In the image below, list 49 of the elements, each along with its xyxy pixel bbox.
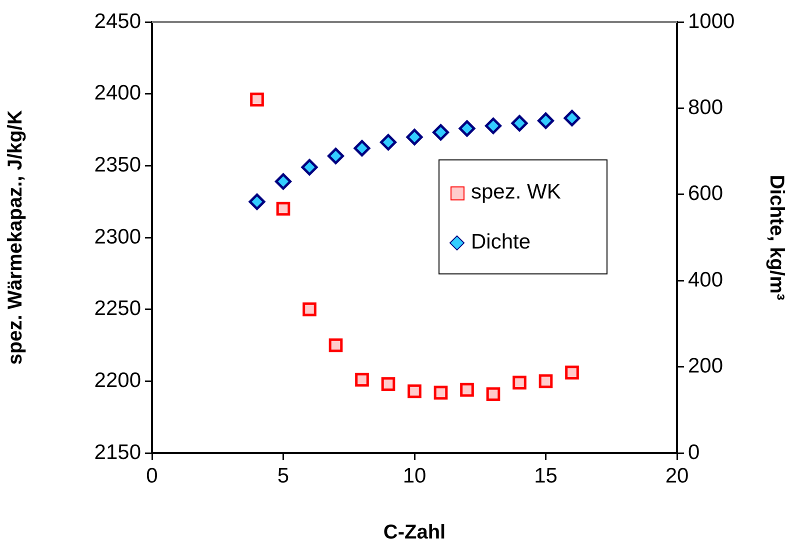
point — [354, 140, 370, 157]
x-tick-label: 5 — [277, 464, 290, 488]
point — [512, 376, 526, 390]
point — [248, 193, 266, 210]
x-tick-label: 0 — [146, 464, 158, 488]
point — [565, 366, 579, 380]
point — [434, 386, 448, 400]
legend-label: Dichte — [471, 230, 531, 254]
point — [250, 92, 264, 106]
y2-tick-label: 800 — [688, 96, 724, 119]
point — [276, 202, 290, 216]
y-tick-label: 2350 — [94, 153, 141, 176]
point — [458, 120, 476, 137]
y2-tick-label: 400 — [688, 268, 724, 292]
point — [275, 173, 292, 190]
y-tick-label: 2150 — [94, 440, 141, 464]
y-tick-label: 2400 — [94, 82, 141, 105]
point — [486, 387, 500, 402]
y2-tick-label: 600 — [688, 182, 724, 206]
legend-label: spez. WK — [471, 180, 561, 204]
x-tick-label: 20 — [665, 464, 689, 488]
point — [511, 115, 528, 132]
point — [301, 158, 318, 176]
point — [380, 134, 396, 150]
y-tick-label: 2250 — [94, 297, 141, 320]
y-tick-label: 2300 — [94, 225, 141, 248]
point — [328, 338, 343, 352]
point — [381, 377, 396, 391]
y2-tick-label: 0 — [688, 440, 700, 464]
x-tick-label: 10 — [402, 464, 426, 488]
point — [538, 112, 554, 129]
point — [328, 148, 344, 164]
y-tick-label: 2200 — [94, 368, 141, 392]
x-axis-title: C-Zahl — [383, 522, 446, 544]
point — [485, 118, 502, 134]
point — [302, 302, 316, 316]
point — [538, 374, 553, 388]
point — [406, 128, 423, 146]
y2-tick-label: 1000 — [688, 10, 735, 33]
point — [564, 110, 580, 126]
y2-tick-label: 200 — [688, 354, 724, 378]
point — [460, 382, 474, 397]
y2-axis-title: Dichte, kg/m³ — [765, 174, 788, 301]
y-tick-label: 2450 — [94, 10, 141, 33]
point — [355, 372, 369, 387]
x-tick-label: 15 — [534, 464, 558, 488]
point — [432, 124, 449, 141]
y-axis-title: spez. Wärmekapaz., J/kg/K — [4, 110, 27, 365]
point — [408, 384, 422, 398]
